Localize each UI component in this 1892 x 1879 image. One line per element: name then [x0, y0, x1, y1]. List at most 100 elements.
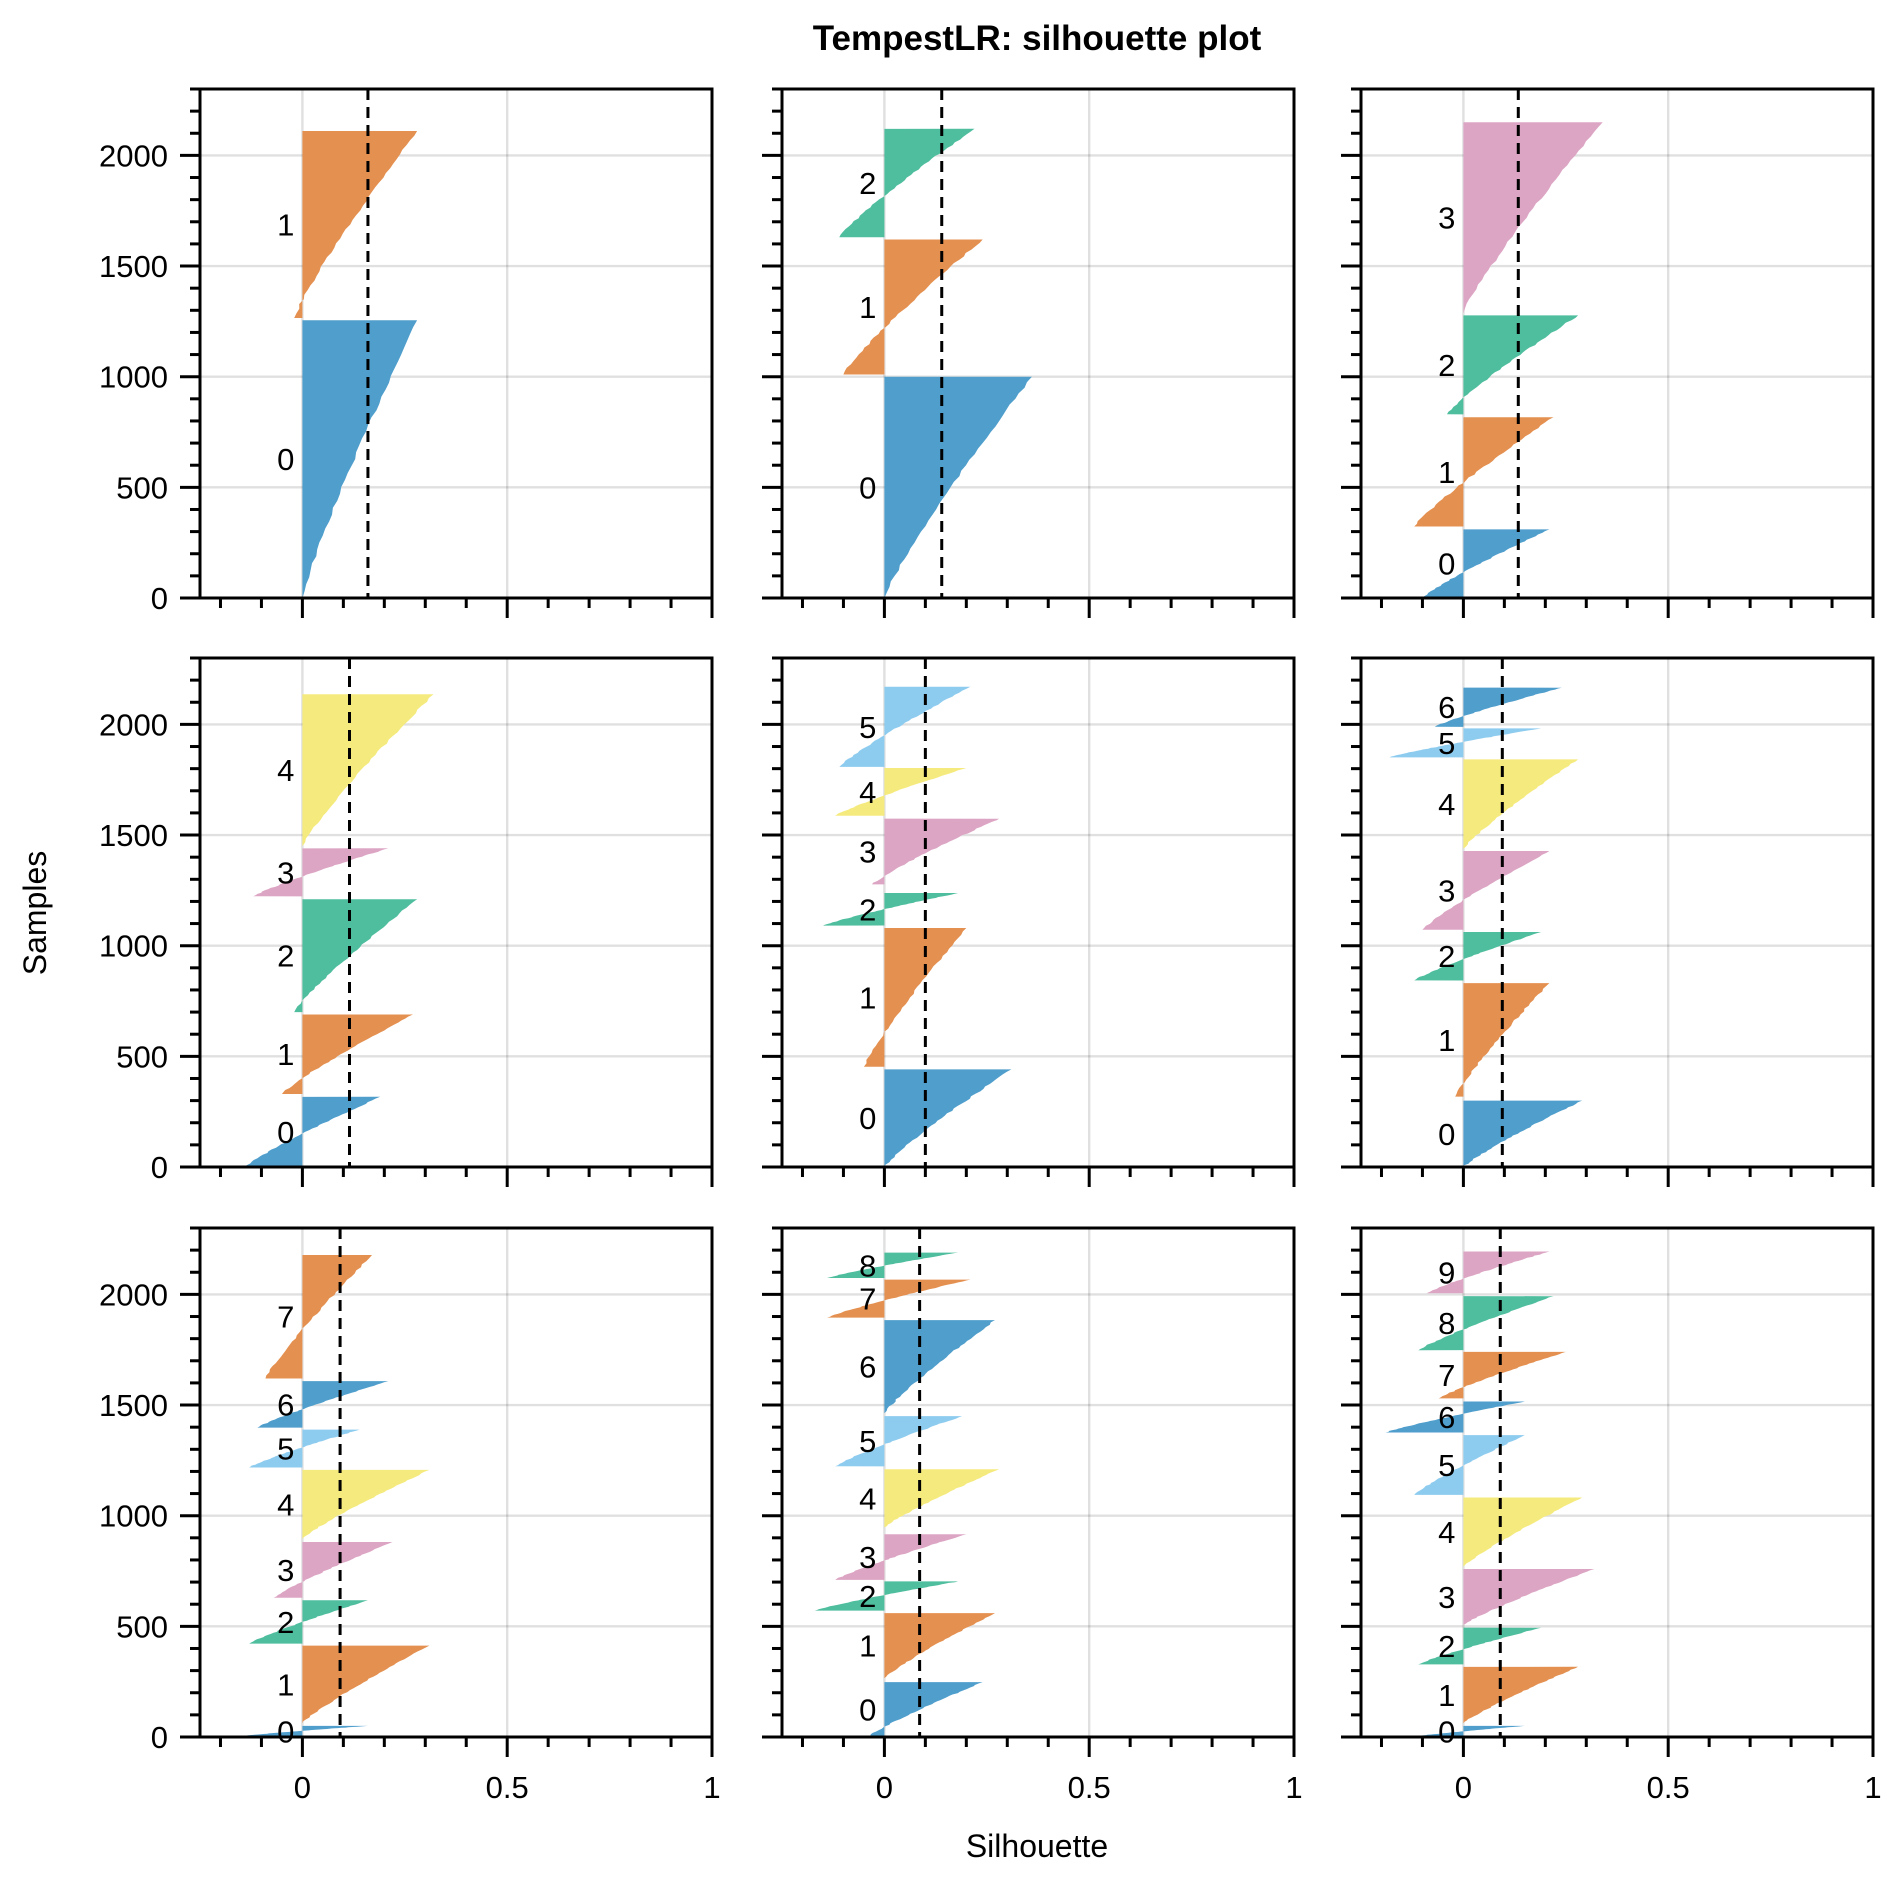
silhouette-cluster-3 — [1463, 122, 1603, 314]
cluster-label: 6 — [277, 1387, 294, 1422]
silhouette-cluster-8 — [827, 1252, 959, 1279]
silhouette-cluster-4 — [1463, 1497, 1583, 1567]
silhouette-cluster-0 — [302, 320, 418, 598]
cluster-label: 4 — [1438, 1515, 1455, 1550]
silhouette-cluster-0 — [232, 1725, 368, 1737]
x-tick-label: 0 — [294, 1770, 311, 1805]
silhouette-cluster-2 — [294, 899, 418, 1013]
silhouette-cluster-2 — [1447, 315, 1579, 415]
cluster-label: 1 — [1438, 1023, 1455, 1058]
silhouette-cluster-1 — [1414, 417, 1554, 527]
silhouette-cluster-4 — [302, 1469, 430, 1539]
silhouette-cluster-7 — [827, 1279, 971, 1318]
axes-frame — [198, 656, 714, 1169]
subplot-7: 0 1 2 3 4 5 6 7 0 0.5 1 0 500 1000 1500 2000 — [99, 1226, 721, 1805]
cluster-label: 1 — [1438, 455, 1455, 490]
subplot-4: 0 1 2 3 4 0 500 1000 1500 2000 — [99, 656, 714, 1187]
cluster-label: 5 — [859, 1424, 876, 1459]
axes-frame — [780, 87, 1296, 600]
cluster-label: 7 — [859, 1282, 876, 1317]
silhouette-cluster-1 — [863, 927, 967, 1067]
silhouette-cluster-0 — [1422, 529, 1550, 598]
axes-frame — [1359, 87, 1875, 600]
silhouette-cluster-5 — [839, 686, 971, 767]
x-tick-label: 0.5 — [486, 1770, 529, 1805]
silhouette-cluster-2 — [1414, 931, 1542, 981]
subplot-2: 0 1 2 — [762, 87, 1296, 618]
cluster-label: 5 — [1438, 1448, 1455, 1483]
cluster-label: 2 — [1438, 348, 1455, 383]
y-tick-label: 1000 — [99, 360, 168, 395]
cluster-label: 6 — [1438, 1400, 1455, 1435]
y-tick-label: 1500 — [99, 818, 168, 853]
cluster-label: 2 — [859, 166, 876, 201]
cluster-label: 0 — [277, 1714, 294, 1749]
subplot-6: 0 1 2 3 4 56 — [1341, 656, 1875, 1187]
axes-frame — [1359, 1226, 1875, 1739]
silhouette-cluster-7 — [265, 1254, 372, 1379]
cluster-label: 6 — [1438, 690, 1455, 725]
silhouette-cluster-1 — [1463, 1666, 1579, 1724]
x-axis-label: Silhouette — [966, 1828, 1108, 1864]
y-tick-label: 0 — [151, 1720, 168, 1755]
silhouette-cluster-5 — [1414, 1435, 1525, 1495]
cluster-label: 0 — [859, 1101, 876, 1136]
cluster-label: 7 — [277, 1300, 294, 1335]
cluster-label: 0 — [859, 470, 876, 505]
cluster-label: 6 — [859, 1350, 876, 1385]
x-tick-label: 1 — [703, 1770, 720, 1805]
cluster-label: 8 — [1438, 1306, 1455, 1341]
axes-frame — [780, 656, 1296, 1169]
subplot-1: 0 1 0 500 1000 1500 2000 — [99, 87, 714, 618]
silhouette-cluster-3 — [1422, 850, 1550, 930]
y-tick-label: 1000 — [99, 1499, 168, 1534]
y-tick-label: 0 — [151, 1150, 168, 1185]
cluster-label: 3 — [1438, 873, 1455, 908]
silhouette-cluster-2 — [823, 893, 959, 926]
silhouette-cluster-8 — [1418, 1296, 1554, 1351]
silhouette-cluster-1 — [294, 131, 418, 319]
axes-frame — [1359, 656, 1875, 1169]
silhouette-cluster-4 — [302, 694, 434, 847]
silhouette-cluster-1 — [884, 1613, 995, 1679]
y-tick-label: 500 — [116, 1609, 168, 1644]
y-tick-label: 500 — [116, 1039, 168, 1074]
silhouette-cluster-2 — [1418, 1627, 1542, 1665]
x-tick-label: 1 — [1285, 1770, 1302, 1805]
cluster-label: 1 — [859, 980, 876, 1015]
y-tick-label: 2000 — [99, 1277, 168, 1312]
cluster-label: 3 — [1438, 201, 1455, 236]
figure-title: TempestLR: silhouette plot — [813, 19, 1262, 58]
cluster-label: 5 — [1438, 726, 1455, 761]
subplot-5: 0 1 2 3 4 5 — [762, 656, 1296, 1187]
silhouette-cluster-5 — [835, 1416, 963, 1467]
silhouette-cluster-5 — [249, 1429, 360, 1468]
cluster-label: 2 — [1438, 1629, 1455, 1664]
x-tick-label: 1 — [1864, 1770, 1881, 1805]
silhouette-cluster-1 — [1455, 983, 1550, 1097]
silhouette-cluster-3 — [1463, 1569, 1595, 1626]
y-tick-label: 1000 — [99, 929, 168, 964]
cluster-label: 0 — [1438, 1714, 1455, 1749]
silhouette-cluster-7 — [1438, 1351, 1566, 1399]
y-tick-label: 1500 — [99, 249, 168, 284]
x-tick-label: 0 — [1455, 1770, 1472, 1805]
silhouette-cluster-1 — [281, 1014, 413, 1094]
silhouette-cluster-0 — [868, 1682, 983, 1737]
cluster-label: 3 — [277, 1553, 294, 1588]
silhouette-cluster-4 — [835, 767, 967, 816]
cluster-label: 1 — [277, 1037, 294, 1072]
silhouette-cluster-0 — [1463, 1100, 1583, 1167]
cluster-label: 4 — [1438, 787, 1455, 822]
cluster-label: 5 — [277, 1432, 294, 1467]
cluster-label: 9 — [1438, 1255, 1455, 1290]
cluster-label: 2 — [1438, 939, 1455, 974]
y-axis-label: Samples — [17, 851, 53, 976]
silhouette-cluster-3 — [253, 848, 389, 897]
silhouette-cluster-3 — [835, 1534, 967, 1580]
silhouette-cluster-4 — [1463, 759, 1579, 849]
silhouette-cluster-1 — [302, 1645, 430, 1724]
silhouette-cluster-9 — [1426, 1251, 1550, 1294]
